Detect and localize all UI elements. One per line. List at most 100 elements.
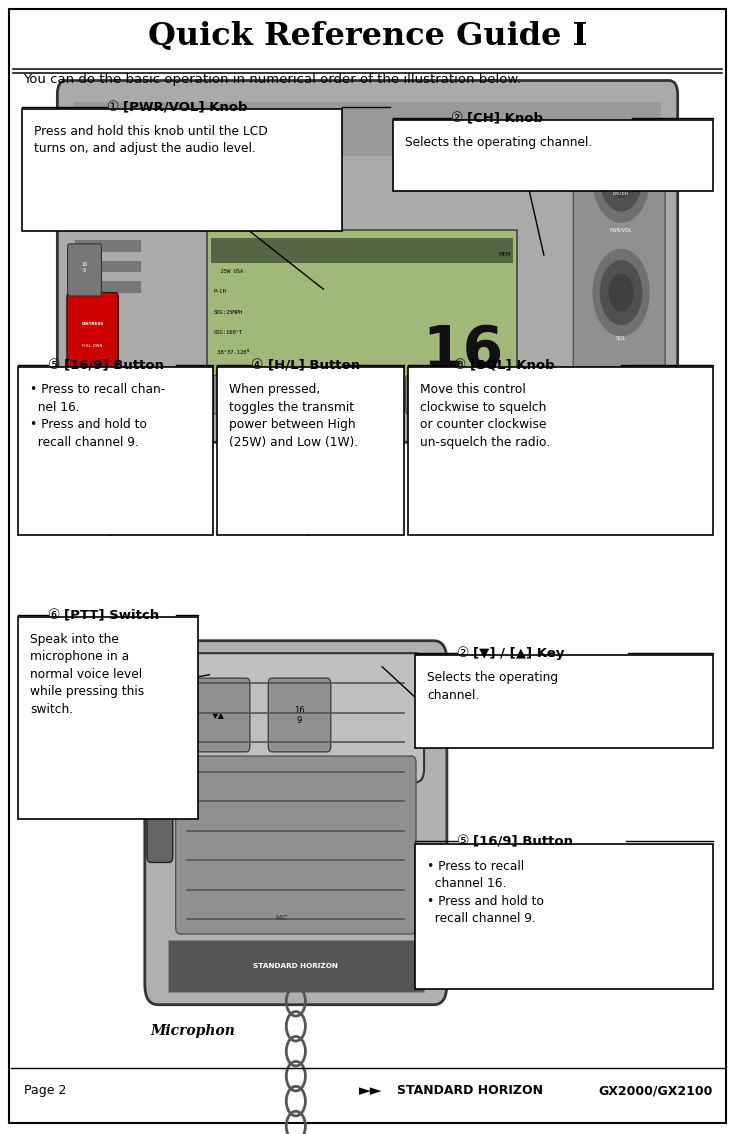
Text: Page 2: Page 2 xyxy=(24,1084,66,1098)
Text: DISTRESS: DISTRESS xyxy=(82,322,104,327)
FancyBboxPatch shape xyxy=(450,375,485,414)
Text: 118°08.580ᵂ: 118°08.580ᵂ xyxy=(214,371,250,375)
FancyBboxPatch shape xyxy=(22,109,342,231)
FancyBboxPatch shape xyxy=(75,159,141,170)
Text: Selects the operating channel.: Selects the operating channel. xyxy=(405,136,592,149)
Text: 38°37.120ᴺ: 38°37.120ᴺ xyxy=(214,350,250,355)
Text: ②: ② xyxy=(457,646,470,660)
Text: SOG:25MPH: SOG:25MPH xyxy=(214,310,243,314)
Text: ⑤: ⑤ xyxy=(48,358,60,372)
Text: PWR/VOL: PWR/VOL xyxy=(610,228,632,232)
Text: ④: ④ xyxy=(251,358,264,372)
FancyBboxPatch shape xyxy=(408,367,713,535)
Text: MEM: MEM xyxy=(498,252,511,256)
FancyBboxPatch shape xyxy=(393,120,713,191)
FancyBboxPatch shape xyxy=(75,200,141,211)
FancyBboxPatch shape xyxy=(75,240,141,252)
Text: STANDARD HORIZON: STANDARD HORIZON xyxy=(254,963,338,970)
FancyBboxPatch shape xyxy=(318,375,353,414)
Text: [▼] / [▲] Key: [▼] / [▲] Key xyxy=(473,646,564,660)
FancyBboxPatch shape xyxy=(176,756,416,934)
FancyBboxPatch shape xyxy=(57,81,678,442)
FancyBboxPatch shape xyxy=(494,375,529,414)
FancyBboxPatch shape xyxy=(147,750,173,862)
FancyBboxPatch shape xyxy=(18,367,213,535)
FancyBboxPatch shape xyxy=(141,375,176,414)
FancyBboxPatch shape xyxy=(211,238,513,263)
FancyBboxPatch shape xyxy=(75,281,141,293)
Text: STANDARD HORIZON: STANDARD HORIZON xyxy=(162,124,251,133)
Text: CH
HIGH
ENTER: CH HIGH ENTER xyxy=(613,179,629,196)
Text: [16/9] Button: [16/9] Button xyxy=(64,358,164,372)
Text: GX2100S: GX2100S xyxy=(537,125,569,132)
Text: Microphon: Microphon xyxy=(151,1024,235,1038)
Text: ►►: ►► xyxy=(359,1083,383,1099)
FancyBboxPatch shape xyxy=(573,156,665,389)
Circle shape xyxy=(609,274,633,311)
FancyBboxPatch shape xyxy=(415,844,713,989)
FancyBboxPatch shape xyxy=(68,244,101,296)
Text: MIC: MIC xyxy=(276,915,288,922)
Circle shape xyxy=(600,261,642,324)
Text: MATRIX AIS: MATRIX AIS xyxy=(426,125,466,132)
FancyBboxPatch shape xyxy=(207,230,517,396)
FancyBboxPatch shape xyxy=(168,940,424,992)
Text: ②: ② xyxy=(451,111,463,125)
Circle shape xyxy=(593,136,649,222)
Text: [CH] Knob: [CH] Knob xyxy=(467,111,542,125)
FancyBboxPatch shape xyxy=(9,9,726,1123)
Text: 16
9: 16 9 xyxy=(82,262,87,273)
FancyBboxPatch shape xyxy=(168,653,424,782)
Text: [SQL] Knob: [SQL] Knob xyxy=(470,358,555,372)
FancyBboxPatch shape xyxy=(187,678,250,752)
FancyBboxPatch shape xyxy=(67,293,118,367)
Text: FULL DWN: FULL DWN xyxy=(82,344,103,348)
Text: COG:160°T: COG:160°T xyxy=(214,330,243,335)
FancyBboxPatch shape xyxy=(229,375,265,414)
FancyBboxPatch shape xyxy=(268,678,331,752)
Text: STANDARD HORIZON: STANDARD HORIZON xyxy=(397,1084,543,1098)
Text: Move this control
clockwise to squelch
or counter clockwise
un-squelch the radio: Move this control clockwise to squelch o… xyxy=(420,383,550,449)
Text: Speak into the
microphone in a
normal voice level
while pressing this
switch.: Speak into the microphone in a normal vo… xyxy=(30,633,144,716)
FancyBboxPatch shape xyxy=(217,367,404,535)
Text: ⑤: ⑤ xyxy=(457,835,470,848)
Text: Selects the operating
channel.: Selects the operating channel. xyxy=(427,671,558,702)
Text: 25W USA: 25W USA xyxy=(214,269,243,273)
Text: ①: ① xyxy=(107,100,119,113)
Text: ⑥: ⑥ xyxy=(48,608,60,621)
Text: • Press to recall
  channel 16.
• Press and hold to
  recall channel 9.: • Press to recall channel 16. • Press an… xyxy=(427,860,544,925)
Text: [PTT] Switch: [PTT] Switch xyxy=(64,608,159,621)
Circle shape xyxy=(593,249,649,336)
Text: [H/L] Button: [H/L] Button xyxy=(268,358,359,372)
Text: ▼▲: ▼▲ xyxy=(212,711,225,720)
FancyBboxPatch shape xyxy=(75,261,141,272)
Text: GX2000/GX2100: GX2000/GX2100 xyxy=(598,1084,713,1098)
FancyBboxPatch shape xyxy=(415,655,713,748)
Circle shape xyxy=(600,147,642,211)
FancyBboxPatch shape xyxy=(406,375,441,414)
Text: Press and hold this knob until the LCD
turns on, and adjust the audio level.: Press and hold this knob until the LCD t… xyxy=(34,125,268,155)
Text: You can do the basic operation in numerical order of the illustration below.: You can do the basic operation in numeri… xyxy=(24,73,522,86)
Text: AIS: AIS xyxy=(287,392,295,397)
Text: 16: 16 xyxy=(156,392,162,397)
Text: [16/9] Button: [16/9] Button xyxy=(473,835,573,848)
Text: ③: ③ xyxy=(454,358,467,372)
Text: • Press to recall chan-
  nel 16.
• Press and hold to
  recall channel 9.: • Press to recall chan- nel 16. • Press … xyxy=(30,383,165,449)
FancyBboxPatch shape xyxy=(362,375,397,414)
Text: CALL: CALL xyxy=(197,392,209,397)
FancyBboxPatch shape xyxy=(75,220,141,231)
FancyBboxPatch shape xyxy=(75,179,141,191)
FancyBboxPatch shape xyxy=(74,102,662,156)
Text: [PWR/VOL] Knob: [PWR/VOL] Knob xyxy=(123,100,247,113)
FancyBboxPatch shape xyxy=(185,375,220,414)
Text: Quick Reference Guide I: Quick Reference Guide I xyxy=(148,20,587,52)
Text: P-CH: P-CH xyxy=(214,289,227,294)
FancyBboxPatch shape xyxy=(145,641,447,1005)
Text: 16
9: 16 9 xyxy=(294,705,305,726)
FancyBboxPatch shape xyxy=(18,617,198,819)
Text: SQL: SQL xyxy=(242,392,252,397)
Circle shape xyxy=(609,161,633,197)
Text: SQL: SQL xyxy=(616,336,626,340)
Text: 16: 16 xyxy=(422,323,503,380)
Text: When pressed,
toggles the transmit
power between High
(25W) and Low (1W).: When pressed, toggles the transmit power… xyxy=(229,383,358,449)
